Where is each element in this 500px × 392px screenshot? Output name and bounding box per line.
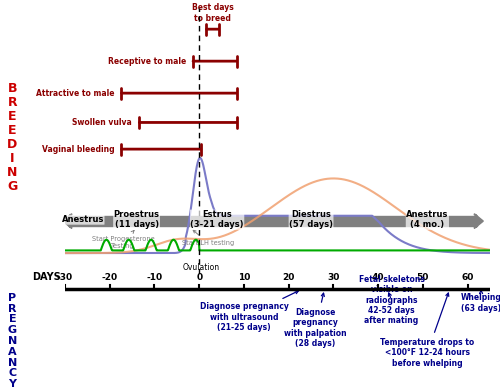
Text: Ovulation: Ovulation — [183, 263, 220, 272]
FancyArrow shape — [474, 214, 484, 229]
FancyArrow shape — [63, 214, 72, 229]
Text: B
R
E
E
D
I
N
G: B R E E D I N G — [8, 82, 18, 193]
Text: Receptive to male: Receptive to male — [108, 57, 186, 65]
Text: Vaginal bleeding: Vaginal bleeding — [42, 145, 114, 154]
Text: -20: -20 — [102, 273, 118, 282]
Text: 50: 50 — [416, 273, 429, 282]
Text: Whelping
(63 days): Whelping (63 days) — [460, 290, 500, 313]
Text: Swollen vulva: Swollen vulva — [72, 118, 132, 127]
Text: Diestrus
(57 days): Diestrus (57 days) — [289, 210, 333, 229]
Bar — [70, 216, 476, 227]
Text: Fetal skeletons
visible on
radiographs
42-52 days
after mating: Fetal skeletons visible on radiographs 4… — [358, 275, 424, 325]
Text: Best days
to breed: Best days to breed — [192, 3, 234, 22]
Text: Estrus
(3-21 days): Estrus (3-21 days) — [190, 210, 244, 229]
Text: Anestrus: Anestrus — [62, 215, 104, 224]
Text: 10: 10 — [238, 273, 250, 282]
Text: Start Progesterone
Testing: Start Progesterone Testing — [92, 230, 154, 249]
Text: Proestrus
(11 days): Proestrus (11 days) — [114, 210, 160, 229]
Text: Start LH testing: Start LH testing — [182, 230, 234, 246]
Text: P
R
E
G
N
A
N
C
Y: P R E G N A N C Y — [8, 293, 17, 389]
Text: Diagnose pregnancy
with ultrasound
(21-25 days): Diagnose pregnancy with ultrasound (21-2… — [200, 291, 298, 332]
Text: Anestrus
(4 mo.): Anestrus (4 mo.) — [406, 210, 448, 229]
Text: -30: -30 — [57, 273, 73, 282]
Text: DAYS: DAYS — [32, 272, 60, 282]
Text: Temperature drops to
<100°F 12-24 hours
before whelping: Temperature drops to <100°F 12-24 hours … — [380, 293, 474, 368]
Text: 0: 0 — [196, 273, 202, 282]
Text: 20: 20 — [282, 273, 295, 282]
Text: -10: -10 — [146, 273, 162, 282]
Text: 40: 40 — [372, 273, 384, 282]
Text: Attractive to male: Attractive to male — [36, 89, 114, 98]
Text: Diagnose
pregnancy
with palpation
(28 days): Diagnose pregnancy with palpation (28 da… — [284, 293, 347, 348]
Text: 30: 30 — [327, 273, 340, 282]
Text: 60: 60 — [462, 273, 474, 282]
